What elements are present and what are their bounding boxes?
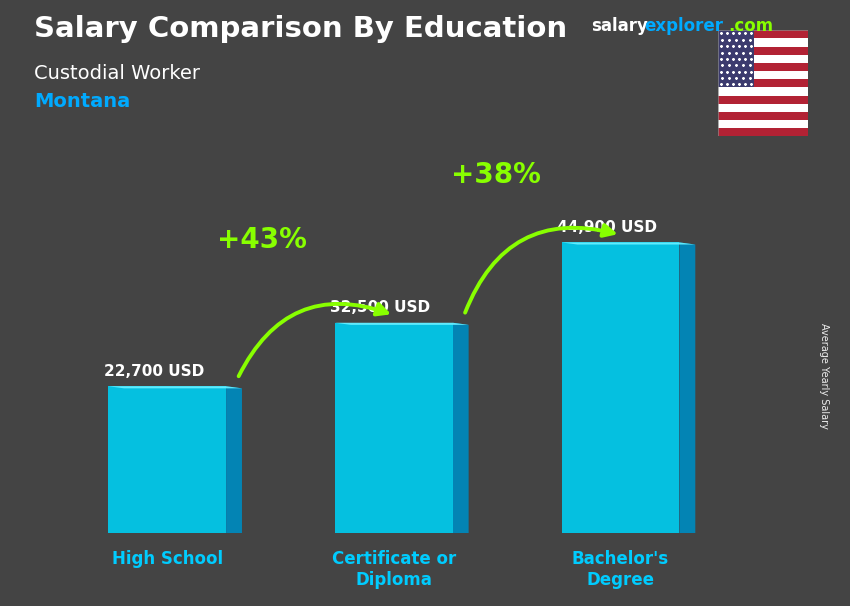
Text: .com: .com bbox=[728, 17, 774, 35]
Text: Montana: Montana bbox=[34, 92, 130, 111]
Polygon shape bbox=[562, 242, 695, 245]
Text: Average Yearly Salary: Average Yearly Salary bbox=[819, 323, 829, 428]
Text: salary: salary bbox=[591, 17, 648, 35]
Text: Custodial Worker: Custodial Worker bbox=[34, 64, 200, 82]
Text: +43%: +43% bbox=[218, 226, 308, 254]
Bar bbox=[718, 79, 808, 87]
Bar bbox=[108, 386, 226, 533]
Bar bbox=[562, 242, 679, 533]
Polygon shape bbox=[679, 242, 695, 535]
Bar bbox=[718, 112, 808, 120]
Polygon shape bbox=[335, 323, 468, 325]
Bar bbox=[718, 87, 808, 96]
Bar bbox=[718, 47, 808, 55]
Text: +38%: +38% bbox=[450, 161, 541, 189]
Text: 32,500 USD: 32,500 USD bbox=[331, 300, 430, 315]
Text: explorer: explorer bbox=[644, 17, 723, 35]
Polygon shape bbox=[108, 386, 242, 388]
Bar bbox=[335, 323, 453, 533]
Polygon shape bbox=[226, 386, 242, 535]
Text: 22,700 USD: 22,700 USD bbox=[104, 364, 204, 379]
Bar bbox=[718, 71, 808, 79]
Bar bbox=[718, 38, 808, 47]
Bar bbox=[718, 63, 808, 71]
Text: 44,900 USD: 44,900 USD bbox=[557, 220, 657, 235]
Bar bbox=[718, 30, 754, 87]
Polygon shape bbox=[453, 323, 468, 535]
Bar bbox=[718, 30, 808, 38]
Text: Salary Comparison By Education: Salary Comparison By Education bbox=[34, 15, 567, 43]
Bar bbox=[718, 120, 808, 128]
Bar bbox=[718, 128, 808, 136]
Bar bbox=[718, 55, 808, 63]
Bar bbox=[718, 104, 808, 112]
Bar bbox=[718, 96, 808, 104]
